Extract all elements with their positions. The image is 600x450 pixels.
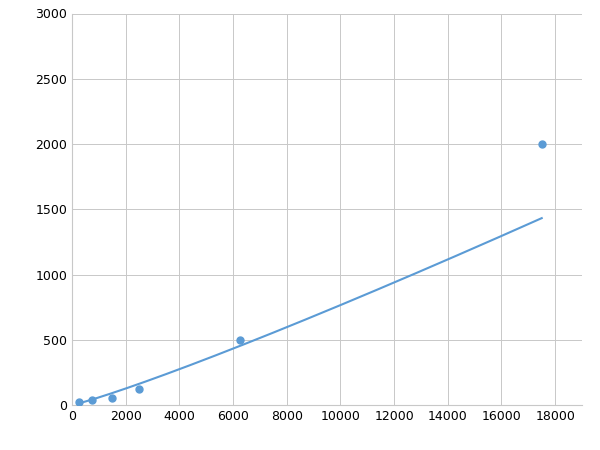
Point xyxy=(88,396,97,403)
Point xyxy=(74,399,83,406)
Point xyxy=(107,395,117,402)
Point xyxy=(134,385,144,392)
Point xyxy=(235,336,245,343)
Point xyxy=(537,140,547,148)
